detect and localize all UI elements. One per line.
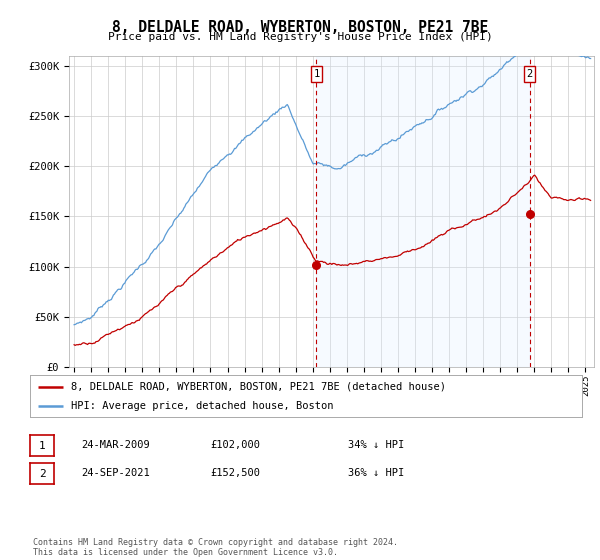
Text: 1: 1 bbox=[38, 441, 46, 451]
Text: Contains HM Land Registry data © Crown copyright and database right 2024.
This d: Contains HM Land Registry data © Crown c… bbox=[33, 538, 398, 557]
Text: 34% ↓ HPI: 34% ↓ HPI bbox=[348, 440, 404, 450]
Text: Price paid vs. HM Land Registry's House Price Index (HPI): Price paid vs. HM Land Registry's House … bbox=[107, 32, 493, 42]
Text: 24-MAR-2009: 24-MAR-2009 bbox=[81, 440, 150, 450]
Text: 2: 2 bbox=[38, 469, 46, 479]
Text: HPI: Average price, detached house, Boston: HPI: Average price, detached house, Bost… bbox=[71, 401, 334, 411]
Text: £102,000: £102,000 bbox=[210, 440, 260, 450]
Text: 1: 1 bbox=[313, 69, 320, 79]
Text: 8, DELDALE ROAD, WYBERTON, BOSTON, PE21 7BE (detached house): 8, DELDALE ROAD, WYBERTON, BOSTON, PE21 … bbox=[71, 381, 446, 391]
Bar bbox=[316, 56, 530, 367]
Text: 24-SEP-2021: 24-SEP-2021 bbox=[81, 468, 150, 478]
Text: 36% ↓ HPI: 36% ↓ HPI bbox=[348, 468, 404, 478]
Text: 2: 2 bbox=[527, 69, 533, 79]
Text: £152,500: £152,500 bbox=[210, 468, 260, 478]
Text: 8, DELDALE ROAD, WYBERTON, BOSTON, PE21 7BE: 8, DELDALE ROAD, WYBERTON, BOSTON, PE21 … bbox=[112, 20, 488, 35]
